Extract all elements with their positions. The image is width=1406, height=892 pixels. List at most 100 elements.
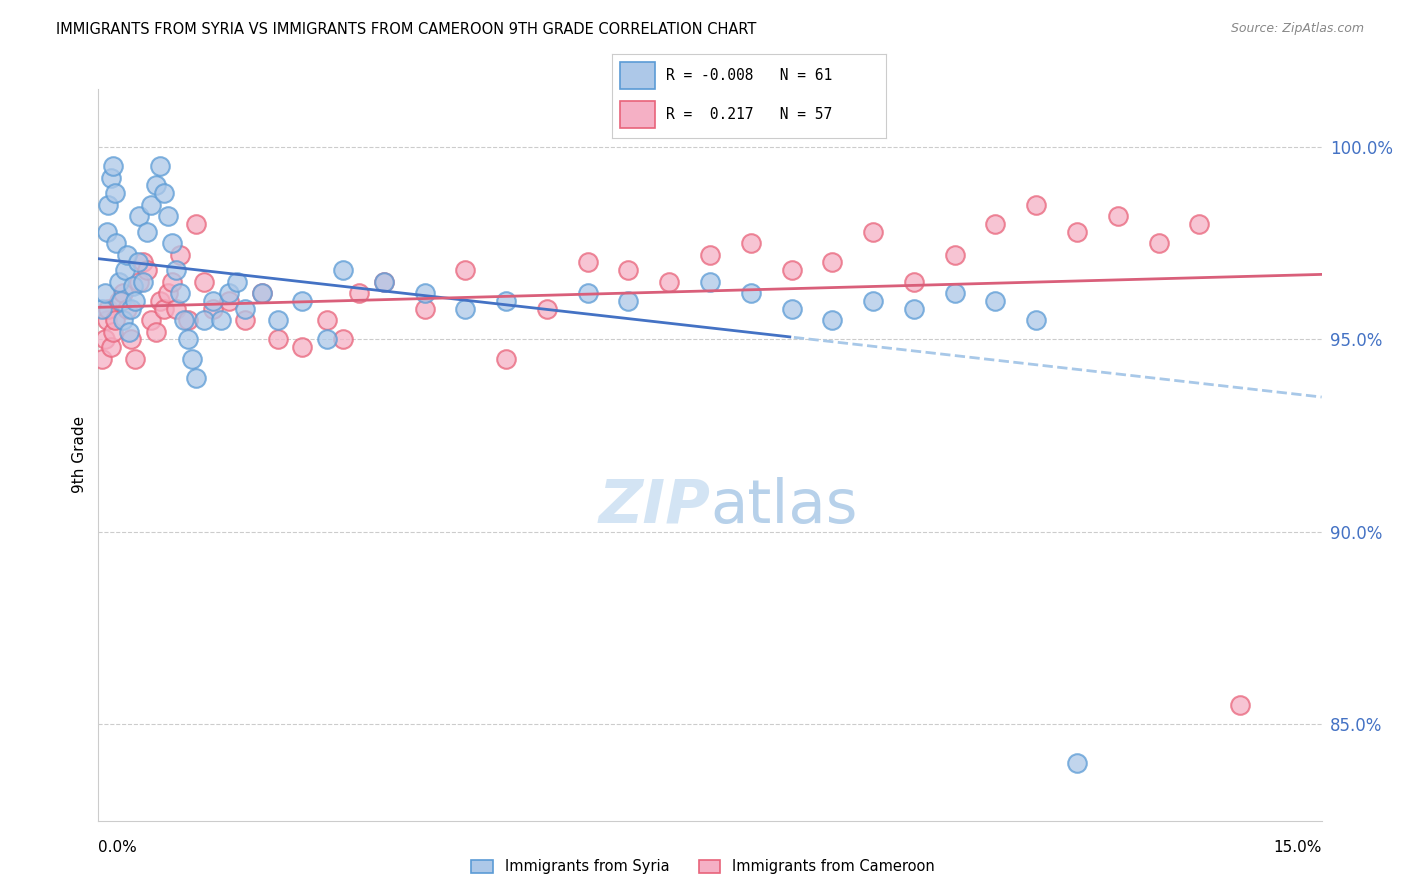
Point xyxy=(780,301,803,316)
Point xyxy=(454,263,477,277)
Point xyxy=(267,333,290,347)
Point xyxy=(413,301,436,316)
Point xyxy=(495,351,517,366)
Point xyxy=(101,159,124,173)
Point xyxy=(156,286,179,301)
Point xyxy=(943,248,966,262)
Point xyxy=(226,275,249,289)
Point xyxy=(233,301,256,316)
Point xyxy=(233,313,256,327)
Point xyxy=(943,286,966,301)
Point xyxy=(128,209,150,223)
Point xyxy=(136,263,159,277)
Point xyxy=(454,301,477,316)
Text: R =  0.217   N = 57: R = 0.217 N = 57 xyxy=(666,107,832,122)
Point xyxy=(100,170,122,185)
Point xyxy=(186,217,208,231)
Point xyxy=(576,286,599,301)
Point xyxy=(373,275,395,289)
Point xyxy=(201,293,224,308)
Point xyxy=(315,333,337,347)
Point xyxy=(984,217,1007,231)
Point xyxy=(740,236,762,251)
Point xyxy=(149,293,172,308)
Point xyxy=(141,313,163,327)
Point xyxy=(1025,197,1047,211)
Point xyxy=(91,351,114,366)
Point xyxy=(1229,698,1251,713)
Point xyxy=(128,275,150,289)
Point xyxy=(111,286,134,301)
Point xyxy=(160,275,183,289)
Point xyxy=(108,293,131,308)
Point xyxy=(1025,313,1047,327)
Point xyxy=(132,255,155,269)
Point xyxy=(699,275,721,289)
Text: 15.0%: 15.0% xyxy=(1274,840,1322,855)
Point xyxy=(658,120,681,135)
Point xyxy=(173,313,195,327)
Point xyxy=(169,248,191,262)
Point xyxy=(193,313,215,327)
Point xyxy=(165,263,187,277)
Point xyxy=(136,225,159,239)
Point xyxy=(617,293,640,308)
Point xyxy=(104,313,127,327)
Point xyxy=(1107,209,1129,223)
Point xyxy=(201,301,224,316)
Point xyxy=(373,275,395,289)
Point xyxy=(91,301,114,316)
Point xyxy=(115,301,138,316)
Point xyxy=(332,333,354,347)
Point xyxy=(121,278,143,293)
Point xyxy=(177,333,200,347)
Point xyxy=(96,225,118,239)
Point xyxy=(209,313,232,327)
Point xyxy=(165,301,187,316)
Point xyxy=(156,209,179,223)
Text: IMMIGRANTS FROM SYRIA VS IMMIGRANTS FROM CAMEROON 9TH GRADE CORRELATION CHART: IMMIGRANTS FROM SYRIA VS IMMIGRANTS FROM… xyxy=(56,22,756,37)
Point xyxy=(413,286,436,301)
Point xyxy=(576,255,599,269)
Point xyxy=(114,263,136,277)
Point xyxy=(96,313,118,327)
Point xyxy=(218,293,240,308)
Point xyxy=(862,293,884,308)
Text: 0.0%: 0.0% xyxy=(98,840,138,855)
Point xyxy=(617,263,640,277)
Text: ZIP: ZIP xyxy=(598,476,710,535)
Point xyxy=(1188,217,1211,231)
Point xyxy=(145,178,167,193)
Point xyxy=(124,351,146,366)
Point xyxy=(145,325,167,339)
Point xyxy=(110,293,132,308)
Point xyxy=(120,301,142,316)
Point xyxy=(149,159,172,173)
Legend: Immigrants from Syria, Immigrants from Cameroon: Immigrants from Syria, Immigrants from C… xyxy=(465,854,941,880)
Point xyxy=(1066,225,1088,239)
Point xyxy=(536,301,558,316)
Point xyxy=(120,333,142,347)
Point xyxy=(181,351,204,366)
Point xyxy=(97,197,120,211)
Bar xyxy=(620,62,655,89)
Bar xyxy=(620,101,655,128)
Point xyxy=(903,301,925,316)
Text: atlas: atlas xyxy=(710,476,858,535)
Point xyxy=(152,301,174,316)
Point xyxy=(97,301,120,316)
Y-axis label: 9th Grade: 9th Grade xyxy=(72,417,87,493)
Point xyxy=(100,340,122,354)
Point xyxy=(821,255,844,269)
Point xyxy=(315,313,337,327)
Point xyxy=(141,197,163,211)
Point xyxy=(780,263,803,277)
Point xyxy=(111,313,134,327)
Point xyxy=(291,340,314,354)
Point xyxy=(124,293,146,308)
Point xyxy=(267,313,290,327)
Point xyxy=(1066,756,1088,770)
Point xyxy=(132,275,155,289)
Point xyxy=(127,255,149,269)
Point xyxy=(699,248,721,262)
